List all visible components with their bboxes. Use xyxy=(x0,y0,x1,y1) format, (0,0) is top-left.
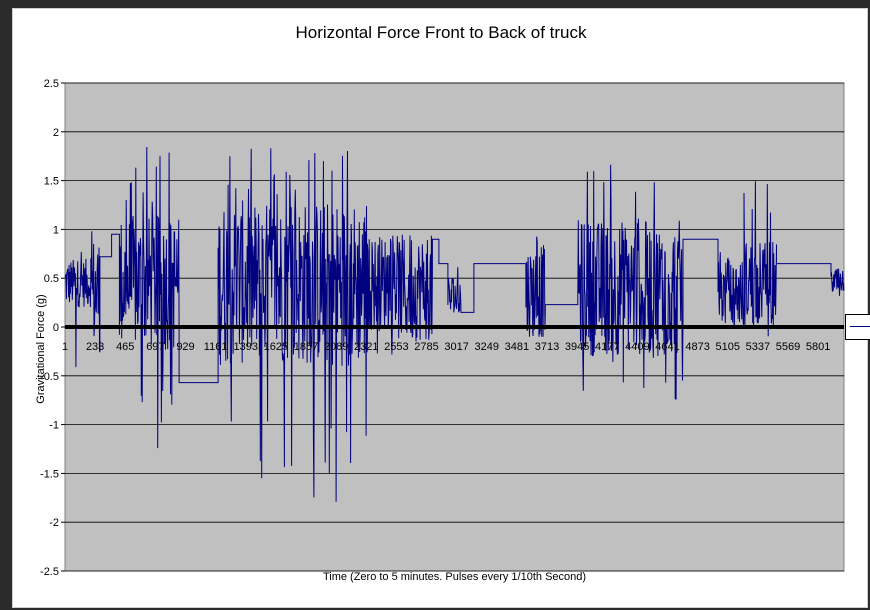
y-tick-label: -2.5 xyxy=(40,566,59,578)
x-tick-label: 697 xyxy=(146,341,164,353)
x-tick-label: 5337 xyxy=(746,341,770,353)
series-line xyxy=(64,146,845,502)
y-tick-label: 2 xyxy=(53,127,59,139)
x-tick-label: 4873 xyxy=(685,341,709,353)
x-tick-label: 4409 xyxy=(625,341,649,353)
y-tick-label: -0.5 xyxy=(40,371,59,383)
x-tick-label: 5569 xyxy=(776,341,800,353)
x-tick-labels: 1 233 465 697 929 1161 1393 1625 1857 2089 2321 255… xyxy=(62,341,830,353)
x-tick-label: 3713 xyxy=(535,341,559,353)
y-tick-label: -1 xyxy=(49,420,59,432)
x-tick-label: 1625 xyxy=(264,341,288,353)
x-tick-label: 1857 xyxy=(294,341,318,353)
x-tick-label: 465 xyxy=(116,341,134,353)
y-tick-label: 1 xyxy=(53,224,59,236)
chart-svg: 2.5 2 1.5 1 0.5 0 -0.5 -1 -1.5 -2 -2.5 1 233 465 697 9… xyxy=(40,78,845,578)
x-tick-label: 1393 xyxy=(234,341,258,353)
x-tick-label: 233 xyxy=(86,341,104,353)
y-tick-label: -1.5 xyxy=(40,468,59,480)
x-tick-label: 2553 xyxy=(384,341,408,353)
x-tick-label: 5105 xyxy=(716,341,740,353)
x-tick-label: 2089 xyxy=(324,341,348,353)
legend xyxy=(845,314,870,340)
y-tick-label: 0 xyxy=(53,322,59,334)
x-tick-label: 1161 xyxy=(204,341,228,353)
x-tick-label: 929 xyxy=(176,341,194,353)
x-tick-label: 3249 xyxy=(475,341,499,353)
chart-title: Horizontal Force Front to Back of truck xyxy=(295,23,587,42)
x-tick-label: 4641 xyxy=(655,341,679,353)
y-tick-label: 1.5 xyxy=(44,176,59,188)
legend-swatch xyxy=(850,326,870,327)
y-axis-label: Gravitational Force (g) xyxy=(35,294,47,404)
x-tick-label: 3017 xyxy=(444,341,468,353)
y-tick-label: 0.5 xyxy=(44,273,59,285)
y-tick-label: -2 xyxy=(49,517,59,529)
x-tick-label: 2321 xyxy=(354,341,378,353)
series-group xyxy=(64,146,845,502)
y-tick-labels: 2.5 2 1.5 1 0.5 0 -0.5 -1 -1.5 -2 -2.5 xyxy=(40,78,59,578)
x-tick-label: 3945 xyxy=(565,341,589,353)
x-tick-label: 4177 xyxy=(595,341,619,353)
x-tick-label: 1 xyxy=(62,341,68,353)
chart-frame: Horizontal Force Front to Back of truck … xyxy=(12,8,870,608)
x-tick-label: 3481 xyxy=(505,341,529,353)
x-tick-label: 5801 xyxy=(806,341,830,353)
y-tick-label: 2.5 xyxy=(44,78,59,90)
x-axis-label: Time (Zero to 5 minutes. Pulses every 1/… xyxy=(322,571,587,583)
x-tick-label: 2785 xyxy=(414,341,438,353)
